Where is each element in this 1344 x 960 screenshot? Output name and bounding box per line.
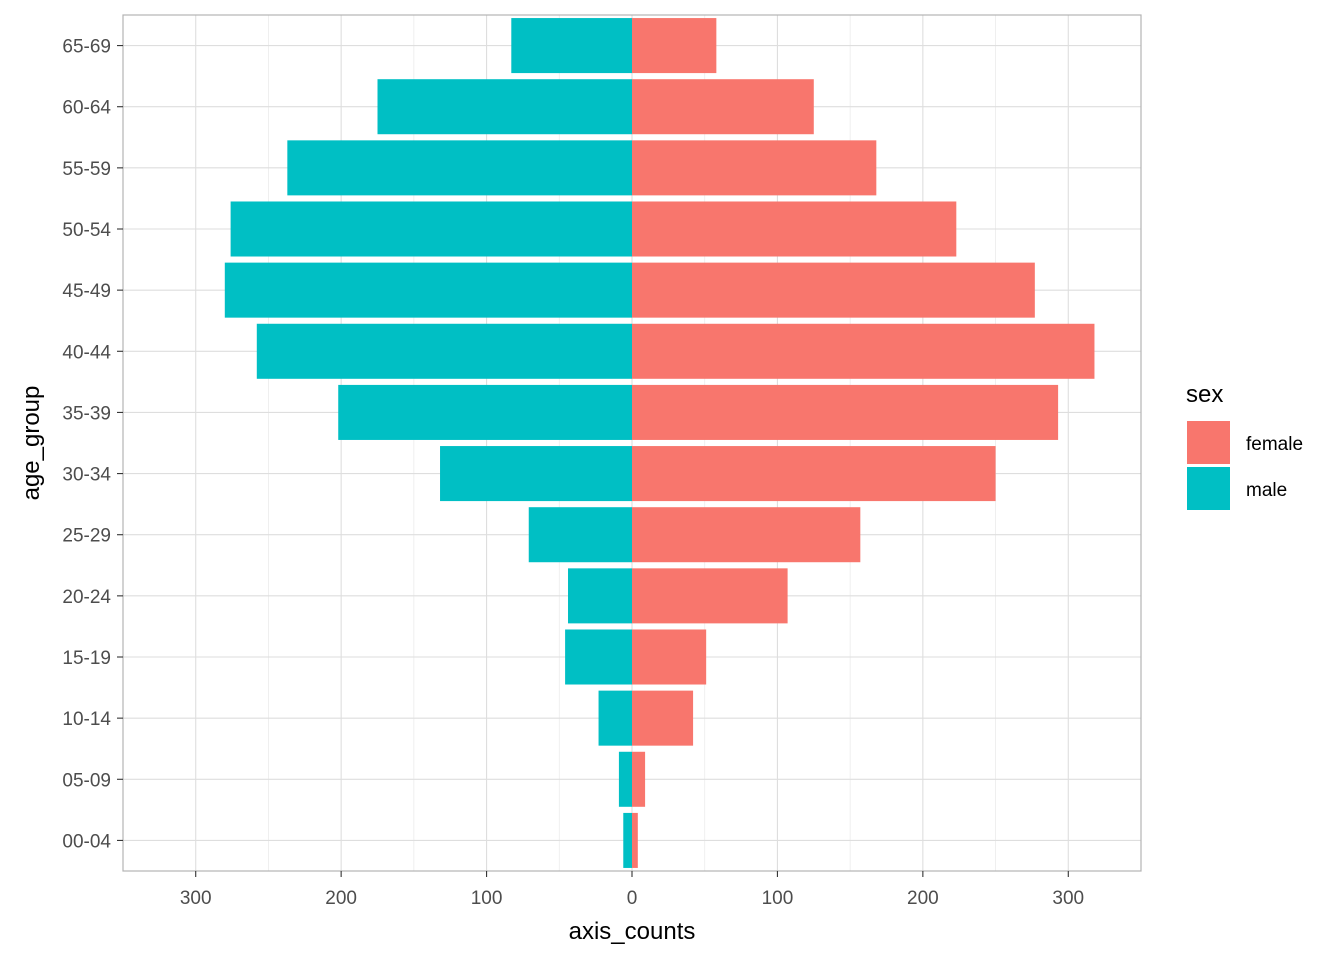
bar-male-40-44 xyxy=(256,323,632,379)
x-tick-label: 200 xyxy=(325,888,357,909)
y-tick-label: 20-24 xyxy=(62,587,111,608)
bar-female-45-49 xyxy=(632,262,1035,318)
legend-key-male xyxy=(1187,467,1230,510)
bar-male-20-24 xyxy=(568,568,632,624)
bar-female-30-34 xyxy=(632,446,996,502)
bar-male-50-54 xyxy=(230,201,633,257)
bar-male-05-09 xyxy=(618,751,632,807)
y-tick-label: 45-49 xyxy=(62,281,111,302)
bar-female-10-14 xyxy=(632,690,694,746)
bar-male-45-49 xyxy=(224,262,633,318)
x-tick-label: 100 xyxy=(762,888,794,909)
y-tick-label: 65-69 xyxy=(62,37,111,58)
y-tick-label: 00-04 xyxy=(62,831,111,852)
axes: 300 200 100 0 100 200 300 00-04 05-09 10-14 15-19 2… xyxy=(62,37,1084,909)
x-tick-label: 300 xyxy=(180,888,212,909)
legend-title: sex xyxy=(1186,381,1223,408)
y-tick-label: 10-14 xyxy=(62,709,111,730)
bar-female-60-64 xyxy=(632,79,814,135)
bar-female-20-24 xyxy=(632,568,788,624)
bar-female-55-59 xyxy=(632,140,877,196)
y-axis-title: age_group xyxy=(18,386,45,501)
bar-female-05-09 xyxy=(632,751,646,807)
x-tick-label: 0 xyxy=(627,888,638,909)
bar-female-65-69 xyxy=(632,18,717,74)
y-tick-label: 35-39 xyxy=(62,403,111,424)
bar-male-65-69 xyxy=(511,18,632,74)
bar-female-40-44 xyxy=(632,323,1095,379)
legend-label-female: female xyxy=(1246,434,1303,455)
y-tick-label: 25-29 xyxy=(62,526,111,547)
bars xyxy=(224,18,1095,868)
x-tick-label: 300 xyxy=(1052,888,1084,909)
x-axis-title: axis_counts xyxy=(569,918,696,945)
y-tick-label: 60-64 xyxy=(62,98,111,119)
bar-female-00-04 xyxy=(632,812,638,868)
x-tick-label: 200 xyxy=(907,888,939,909)
bar-female-35-39 xyxy=(632,384,1059,440)
bar-male-25-29 xyxy=(528,507,632,563)
bar-male-00-04 xyxy=(623,812,632,868)
y-tick-label: 05-09 xyxy=(62,770,111,791)
bar-female-50-54 xyxy=(632,201,957,257)
y-tick-label: 50-54 xyxy=(62,220,111,241)
bar-male-55-59 xyxy=(287,140,632,196)
y-tick-label: 15-19 xyxy=(62,648,111,669)
y-tick-label: 55-59 xyxy=(62,159,111,180)
bar-male-30-34 xyxy=(440,446,632,502)
bar-male-10-14 xyxy=(598,690,632,746)
y-tick-label: 40-44 xyxy=(62,342,111,363)
bar-female-15-19 xyxy=(632,629,707,685)
bar-male-15-19 xyxy=(565,629,632,685)
legend: sex female male xyxy=(1186,381,1303,510)
legend-key-female xyxy=(1187,421,1230,464)
legend-label-male: male xyxy=(1246,480,1287,501)
bar-female-25-29 xyxy=(632,507,861,563)
bar-male-60-64 xyxy=(377,79,632,135)
y-tick-label: 30-34 xyxy=(62,465,111,486)
x-tick-label: 100 xyxy=(471,888,503,909)
bar-male-35-39 xyxy=(338,384,632,440)
